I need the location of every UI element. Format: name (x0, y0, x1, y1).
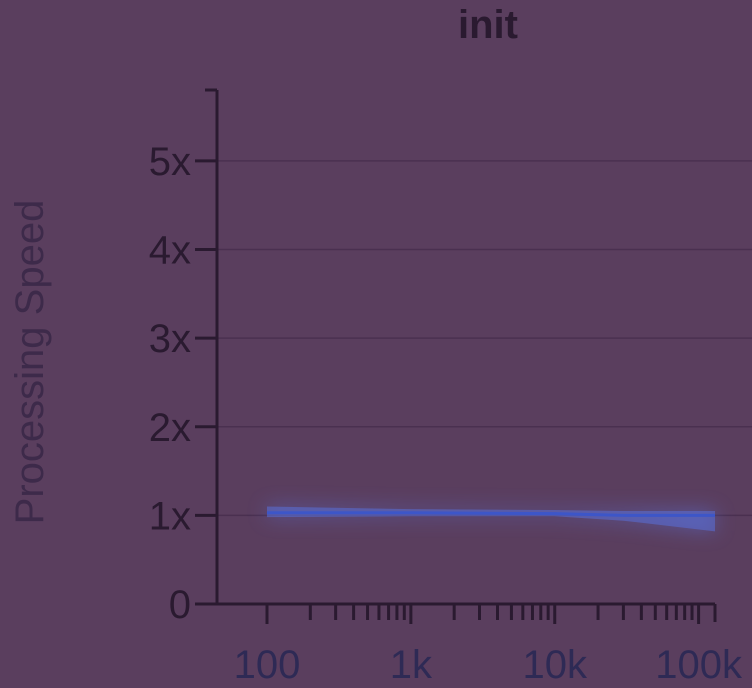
x-tick-label: 1k (390, 643, 433, 687)
grid-lines (217, 160, 752, 517)
axes (195, 88, 717, 624)
y-tick-label: 3x (149, 317, 191, 361)
chart-title: init (458, 3, 518, 47)
y-axis-label: Processing Speed (8, 200, 52, 525)
x-tick-label: 100 (234, 643, 301, 687)
y-tick-label: 2x (149, 406, 191, 450)
series-0-line (267, 511, 715, 517)
y-tick-label: 5x (149, 140, 191, 184)
tick-labels: 0 1x 2x 3x 4x 5x 100 1k 10k 100k (149, 140, 743, 687)
y-tick-label: 0 (169, 583, 191, 627)
series-0-band (267, 506, 715, 532)
y-tick-label: 4x (149, 229, 191, 273)
series-layer (267, 506, 715, 532)
y-tick-label: 1x (149, 494, 191, 538)
x-tick-label: 100k (655, 643, 743, 687)
x-tick-label: 10k (522, 643, 587, 687)
